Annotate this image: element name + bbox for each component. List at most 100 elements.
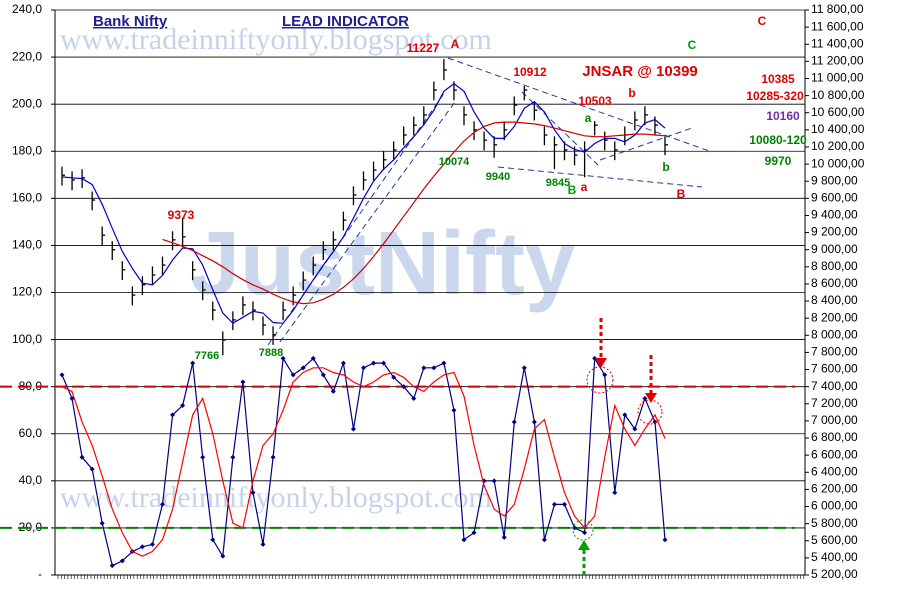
y2-tick-label: 5 400,00 [811, 550, 858, 564]
annotation: a [585, 111, 592, 125]
series-marker [431, 365, 437, 371]
plot [0, 59, 795, 569]
series-marker [170, 412, 176, 418]
series-marker [391, 374, 397, 380]
y2-tick-label: 6 200,00 [811, 482, 858, 496]
annotation: JNSAR @ 10399 [582, 63, 698, 80]
series-marker [521, 365, 527, 371]
y2-tick-label: 7 000,00 [811, 413, 858, 427]
annotation: 10080-120 [749, 133, 807, 147]
series-marker [99, 520, 105, 526]
series-marker [330, 388, 336, 394]
series-marker [340, 360, 346, 366]
annotation: 10074 [439, 156, 470, 168]
series-marker [109, 563, 115, 569]
series-marker [290, 372, 296, 378]
y2-tick-label: 10 200,00 [811, 139, 865, 153]
y-tick-label: - [38, 567, 42, 581]
watermark: www.tradeinniftyonly.blogspot.com [60, 23, 492, 56]
trend-line [497, 166, 703, 188]
y2-tick-label: 6 600,00 [811, 447, 858, 461]
annotation: 9373 [168, 208, 195, 222]
series-marker [632, 426, 638, 432]
series-marker [501, 534, 507, 540]
y2-tick-label: 8 200,00 [811, 310, 858, 324]
series-marker [491, 478, 497, 484]
y2-tick-label: 8 000,00 [811, 327, 858, 341]
annotation: C [688, 38, 697, 52]
signal-markers [572, 318, 663, 575]
y2-tick-label: 11 200,00 [811, 54, 864, 68]
series-marker [149, 541, 155, 547]
chart-subtitle: LEAD INDICATOR [282, 13, 409, 30]
y2-tick-label: 8 600,00 [811, 276, 858, 290]
annotation: a [581, 180, 588, 194]
y2-tick-label: 7 800,00 [811, 345, 858, 359]
y2-tick-label: 6 000,00 [811, 499, 858, 513]
series-marker [119, 558, 125, 564]
series-marker [451, 407, 457, 413]
series-marker [270, 454, 276, 460]
series-marker [240, 379, 246, 385]
y2-tick-label: 6 400,00 [811, 464, 858, 478]
y-tick-label: 180,0 [12, 143, 42, 157]
series-marker [210, 537, 216, 543]
y2-tick-label: 9 400,00 [811, 208, 858, 222]
series-marker [310, 355, 316, 361]
series-marker [200, 454, 206, 460]
watermark: www.tradeinniftyonly.blogspot.com [60, 481, 492, 514]
series-marker [612, 490, 618, 496]
y-tick-label: 20,0 [19, 520, 43, 534]
y-tick-label: 140,0 [12, 238, 42, 252]
y2-tick-label: 9 200,00 [811, 225, 858, 239]
annotation: 10285-320 [746, 89, 804, 103]
series-marker [190, 360, 196, 366]
y2-tick-label: 9 000,00 [811, 242, 858, 256]
annotation: B [677, 187, 686, 201]
y-tick-label: 220,0 [12, 49, 42, 63]
series-marker [371, 360, 377, 366]
y2-tick-label: 11 400,00 [811, 36, 864, 50]
y2-tick-label: 11 800,00 [811, 2, 864, 16]
series-marker [642, 395, 648, 401]
y2-tick-label: 7 200,00 [811, 396, 858, 410]
series-marker [350, 426, 356, 432]
series-marker [401, 384, 407, 390]
series-marker [260, 541, 266, 547]
series-marker [461, 537, 467, 543]
y2-tick-label: 7 400,00 [811, 379, 858, 393]
signal-circle [586, 366, 614, 394]
series-marker [180, 403, 186, 408]
series-marker [381, 360, 387, 366]
y-tick-label: 100,0 [12, 332, 42, 346]
x-axis-ticks [57, 575, 805, 579]
y-tick-label: 40,0 [19, 473, 43, 487]
annotations: 11227 A 10912 JNSAR @ 10399 10385 10285-320 10… [168, 14, 807, 362]
grid: - 20,0 40,0 60,0 80,0 100,0 120,0 140,0 160,0 180… [12, 2, 865, 581]
series-marker [652, 419, 658, 425]
y2-tick-label: 5 800,00 [811, 516, 858, 530]
series-marker [511, 419, 517, 425]
series-marker [622, 412, 628, 418]
annotation: 10503 [578, 94, 612, 108]
annotation: 7766 [195, 350, 219, 362]
annotation: C [758, 14, 767, 28]
series-marker [441, 360, 447, 366]
y2-tick-label: 8 800,00 [811, 259, 858, 273]
y2-tick-label: 10 000,00 [811, 156, 865, 170]
trend-line [599, 127, 693, 161]
annotation: 9970 [765, 154, 792, 168]
annotation: b [662, 160, 669, 174]
series-marker [582, 530, 588, 536]
annotation: A [451, 37, 460, 51]
annotation: 10912 [513, 65, 547, 79]
series-marker [250, 490, 256, 496]
series-marker [592, 355, 598, 361]
signal-arrow-head [645, 393, 657, 403]
signal-circle [572, 519, 594, 541]
annotation: 10160 [766, 109, 800, 123]
y2-tick-label: 9 800,00 [811, 173, 858, 187]
series-marker [471, 530, 477, 536]
series-marker [59, 372, 65, 378]
